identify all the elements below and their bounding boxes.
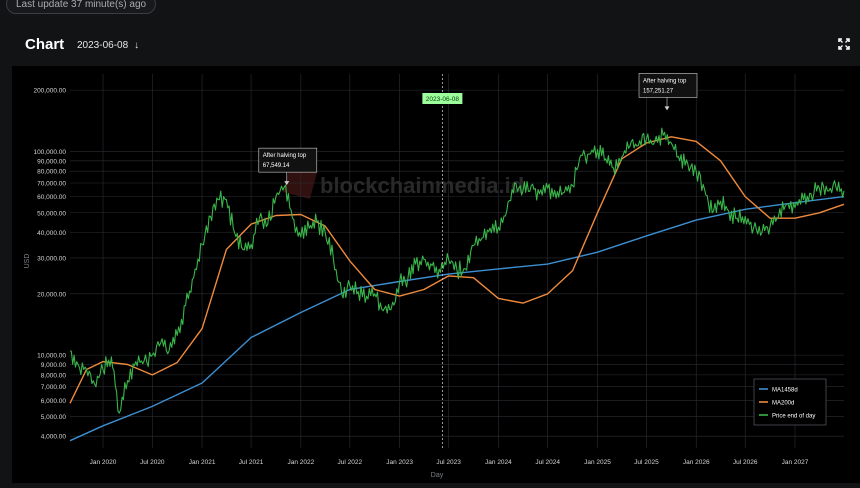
current-date-label: 2023-06-08 — [426, 96, 460, 103]
y-tick-label: 30,000.00 — [37, 255, 66, 262]
y-tick-label: 8,000.00 — [41, 372, 67, 379]
y-tick-label: 90,000.00 — [37, 158, 66, 165]
y-tick-label: 70,000.00 — [37, 180, 66, 187]
x-tick-label: Jan 2022 — [287, 459, 314, 466]
page-title: Chart — [25, 36, 65, 53]
series-line-ma1458d — [69, 195, 845, 442]
x-tick-label: Jul 2026 — [733, 459, 758, 466]
date-selector[interactable]: 2023-06-08 ↓ — [77, 40, 139, 51]
x-tick-label: Jul 2021 — [239, 459, 264, 466]
legend-entry: MA1458d — [772, 387, 798, 393]
x-tick-label: Jan 2021 — [189, 459, 216, 466]
legend-entry: MA200d — [772, 400, 794, 406]
x-tick-label: Jan 2020 — [90, 459, 117, 466]
y-tick-label: 60,000.00 — [37, 194, 66, 201]
watermark-logo-icon — [282, 164, 318, 200]
x-axis-label: Day — [431, 472, 444, 479]
watermark: blockchainmedia.id — [282, 164, 524, 200]
y-tick-label: 6,000.00 — [41, 398, 67, 405]
legend-entry: Price end of day — [772, 413, 815, 419]
y-tick-label: 20,000.00 — [37, 291, 66, 298]
selected-date: 2023-06-08 — [77, 40, 129, 51]
current-date-marker: 2023-06-08 — [422, 74, 463, 448]
x-tick-label: Jan 2023 — [386, 459, 413, 466]
y-tick-label: 9,000.00 — [41, 362, 67, 369]
arrow-down-icon: ↓ — [134, 40, 140, 51]
annotation-arrow-icon — [284, 181, 290, 186]
current-date-label-box — [422, 93, 463, 104]
x-tick-label: Jul 2022 — [338, 459, 363, 466]
watermark-text: blockchainmedia.id — [320, 173, 524, 198]
y-tick-label: 100,000.00 — [33, 149, 66, 156]
x-axis: Jan 2020 Jul 2020 Jan 2021 Jul 2021 Jan 2022… — [90, 459, 809, 479]
legend[interactable]: MA1458d MA200d Price end of day — [753, 378, 827, 426]
x-tick-label: Jan 2024 — [485, 459, 512, 466]
annotation-value: 67,549.14 — [263, 163, 290, 169]
x-tick-label: Jan 2025 — [584, 459, 611, 466]
annotation-box — [638, 73, 698, 98]
price-chart[interactable]: blockchainmedia.id 200,000.00 100,000.00 9… — [12, 66, 860, 483]
y-axis-label: USD — [24, 254, 31, 269]
annotation-title: After halving top — [643, 78, 687, 84]
annotation-arrow-icon — [664, 106, 670, 111]
y-tick-label: 40,000.00 — [37, 230, 66, 237]
y-tick-label: 4,000.00 — [41, 434, 67, 441]
x-tick-label: Jul 2024 — [535, 459, 560, 466]
series-layer — [69, 127, 845, 442]
x-tick-label: Jan 2026 — [683, 459, 710, 466]
y-tick-label: 10,000.00 — [37, 353, 66, 360]
grid — [70, 74, 844, 448]
annotation-value: 157,251.27 — [643, 88, 674, 94]
y-tick-label: 80,000.00 — [37, 169, 66, 176]
y-tick-label: 200,000.00 — [33, 88, 66, 95]
expand-icon[interactable] — [838, 38, 850, 50]
y-axis: 200,000.00 100,000.00 90,000.00 80,000.00 70… — [24, 88, 66, 441]
last-update-badge: Last update 37 minute(s) ago — [6, 0, 157, 14]
x-tick-label: Jul 2025 — [634, 459, 659, 466]
y-tick-label: 7,000.00 — [41, 384, 67, 391]
series-line-price-end-of-day — [69, 127, 845, 414]
x-tick-label: Jan 2027 — [782, 459, 809, 466]
annotation-box — [258, 147, 318, 173]
chart-area: blockchainmedia.id 200,000.00 100,000.00 9… — [12, 66, 860, 483]
series-line-ma200d — [69, 136, 845, 404]
annotation-title: After halving top — [263, 153, 307, 159]
annotations: After halving top 67,549.14 After halving … — [258, 73, 698, 186]
x-tick-label: Jul 2020 — [140, 459, 165, 466]
y-tick-label: 50,000.00 — [37, 210, 66, 217]
y-tick-label: 5,000.00 — [41, 414, 67, 421]
x-tick-label: Jul 2023 — [436, 459, 461, 466]
